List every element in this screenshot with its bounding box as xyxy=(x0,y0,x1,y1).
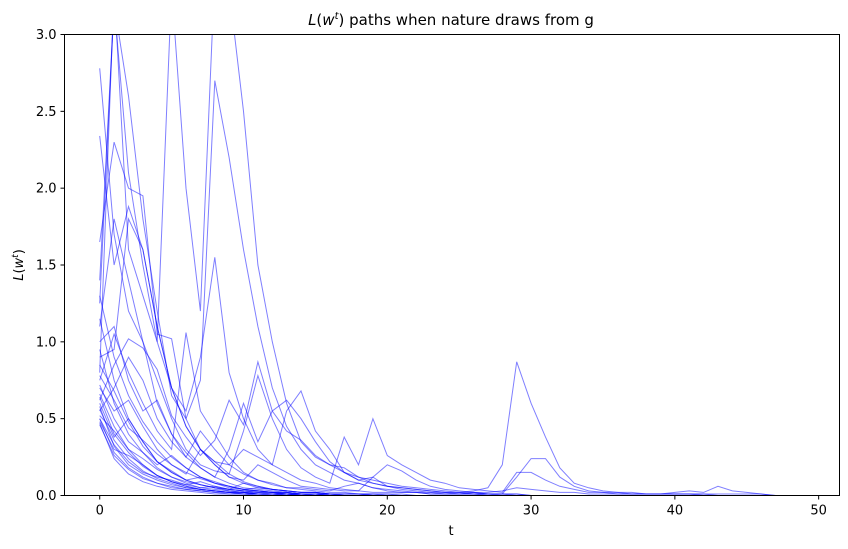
series-line-20 xyxy=(99,415,805,496)
series-line-8 xyxy=(99,218,805,496)
series-line-23 xyxy=(99,295,805,496)
chart-title: L(wt) paths when nature draws from g xyxy=(308,11,594,29)
x-axis: 0 10 20 30 40 50 xyxy=(96,495,827,519)
series-line-27 xyxy=(99,397,805,496)
series-line-30 xyxy=(99,424,805,496)
y-tick-label: 2.5 xyxy=(36,105,57,120)
x-tick-label: 40 xyxy=(667,504,684,519)
x-tick-label: 50 xyxy=(810,504,827,519)
y-tick-label: 0.0 xyxy=(36,489,57,504)
series-line-28 xyxy=(99,375,805,496)
series-line-9 xyxy=(99,217,805,496)
x-tick-label: 20 xyxy=(379,504,396,519)
y-tick-label: 1.0 xyxy=(36,335,57,350)
x-tick-label: 30 xyxy=(523,504,540,519)
y-axis: 0.0 0.5 1.0 1.5 2.0 2.5 3.0 xyxy=(36,28,65,504)
y-axis-label: L(wt) xyxy=(11,249,27,281)
series-line-11 xyxy=(99,356,805,496)
series-line-18 xyxy=(99,387,805,496)
series-line-6 xyxy=(99,34,805,496)
y-tick-label: 0.5 xyxy=(36,412,57,427)
x-axis-label: t xyxy=(448,524,453,539)
y-tick-label: 1.5 xyxy=(36,259,57,274)
x-tick-label: 10 xyxy=(235,504,252,519)
series-line-22 xyxy=(99,325,805,496)
series-lines xyxy=(99,34,805,496)
y-tick-label: 3.0 xyxy=(36,28,57,43)
y-tick-label: 2.0 xyxy=(36,182,57,197)
x-tick-label: 0 xyxy=(96,504,104,519)
series-line-14 xyxy=(99,423,805,496)
series-line-29 xyxy=(99,418,805,496)
series-line-10 xyxy=(99,332,805,496)
series-line-16 xyxy=(99,349,805,496)
